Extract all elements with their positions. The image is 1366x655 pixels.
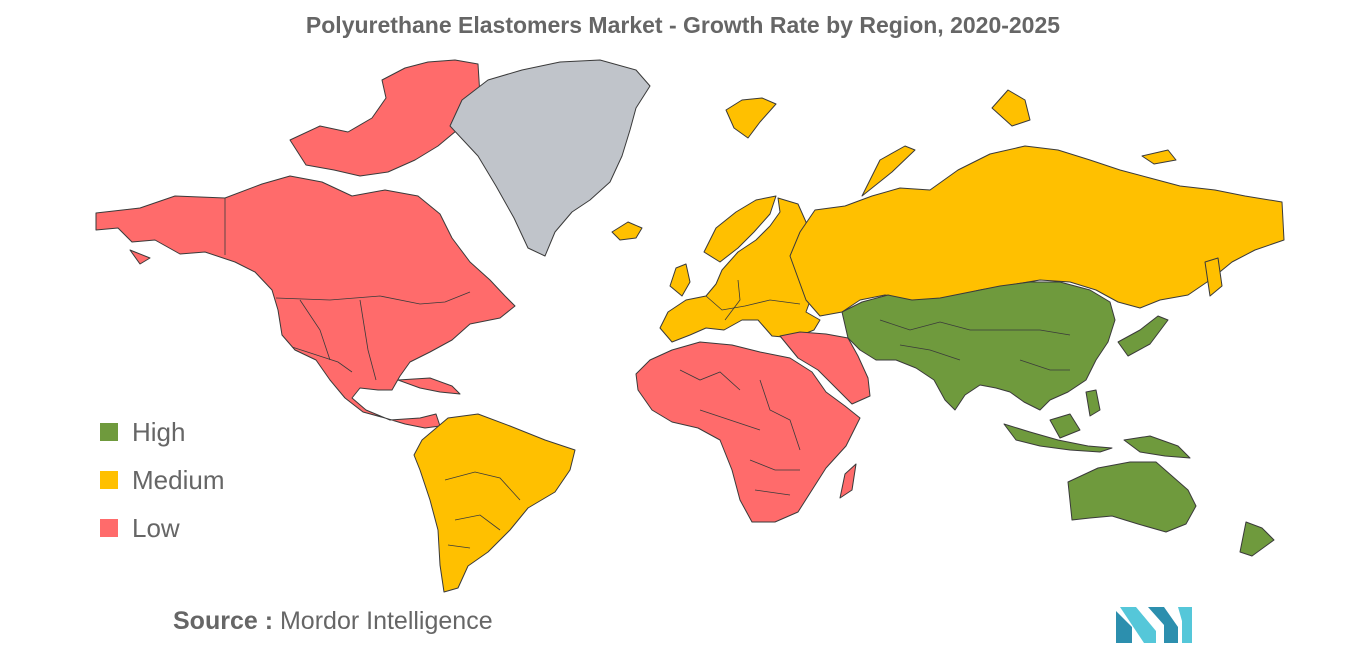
canadian-arctic-islands [289, 59, 481, 177]
australia [1067, 461, 1197, 533]
new-guinea [1123, 435, 1191, 459]
sakhalin [1204, 257, 1223, 297]
legend-swatch-low [100, 519, 118, 537]
indonesia [1003, 423, 1113, 453]
new-siberian-islands [1141, 149, 1177, 165]
africa-mainland [635, 341, 861, 523]
svalbard [725, 97, 777, 139]
asia-mainland [841, 281, 1116, 411]
legend-label-medium: Medium [132, 464, 225, 495]
region-north-america [95, 59, 516, 429]
madagascar [839, 463, 857, 499]
novaya-zemlya [861, 145, 916, 197]
legend-item-low: Low [100, 504, 224, 552]
south-america-mainland [413, 413, 576, 593]
source-prefix: Source : [173, 607, 274, 635]
map-legend: High Medium Low [100, 408, 224, 552]
north-america-mainland [95, 175, 516, 429]
mordor-intelligence-logo [1116, 607, 1192, 643]
new-zealand [1239, 521, 1275, 557]
alaska-tip [129, 249, 151, 265]
legend-label-low: Low [132, 512, 180, 543]
severnaya-zemlya [991, 89, 1031, 127]
source-name: Mordor Intelligence [279, 607, 493, 635]
philippines [1085, 389, 1101, 417]
british-isles [669, 263, 691, 297]
chart-title: Polyurethane Elastomers Market - Growth … [305, 12, 1061, 38]
legend-item-high: High [100, 408, 224, 456]
borneo [1049, 413, 1081, 439]
region-middle-east-africa [635, 331, 871, 523]
scandinavia [703, 195, 777, 263]
japan [1117, 315, 1169, 357]
legend-swatch-high [100, 423, 118, 441]
region-europe [611, 97, 821, 343]
legend-swatch-medium [100, 471, 118, 489]
region-greenland [449, 59, 651, 257]
middle-east [779, 331, 871, 405]
source-credit: Source : Mordor Intelligence [173, 607, 493, 636]
legend-item-medium: Medium [100, 456, 224, 504]
region-south-america [413, 413, 576, 593]
caribbean-islands [397, 377, 461, 395]
legend-label-high: High [132, 416, 186, 447]
region-asia-pacific [841, 281, 1275, 557]
iceland [611, 221, 643, 241]
